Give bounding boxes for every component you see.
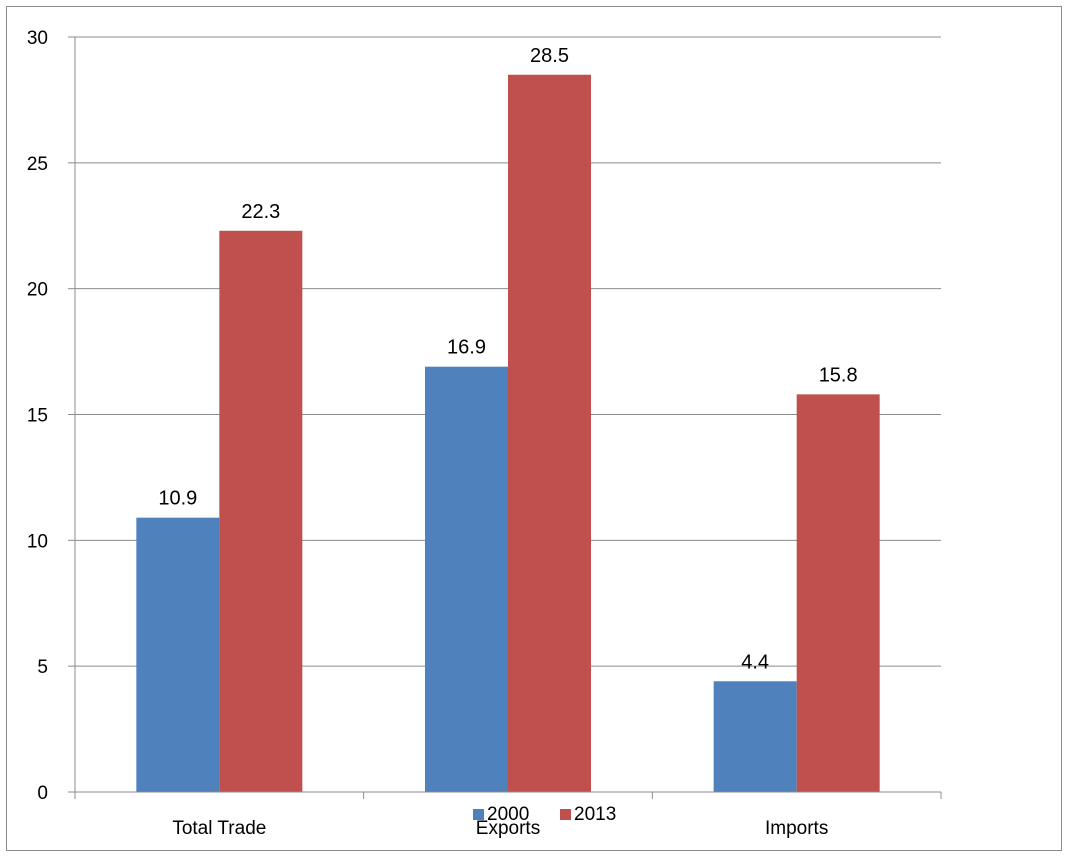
bar-exports-2000: [425, 366, 508, 792]
axes: [74, 37, 941, 793]
y-tick-label: 15: [27, 406, 48, 427]
legend-swatch-2000: [473, 809, 484, 820]
x-tick-label: Exports: [476, 818, 540, 839]
y-axis-ticks: 0 5 10 15 20 25 30: [27, 28, 75, 804]
legend: 2000 2013: [473, 804, 616, 825]
data-label-imports-2000: 4.4: [741, 651, 769, 673]
data-label-exports-2013: 28.5: [530, 45, 569, 67]
bars: [136, 74, 880, 793]
bar-imports-2013: [796, 394, 880, 792]
data-label-total-trade-2013: 22.3: [241, 201, 280, 223]
y-tick-label: 0: [37, 783, 48, 804]
data-labels: 10.9 22.3 16.9 28.5 4.4 15.8: [158, 45, 857, 674]
y-tick-label: 20: [27, 280, 48, 301]
legend-label-2013: 2013: [574, 804, 616, 825]
data-label-exports-2000: 16.9: [447, 337, 486, 359]
x-tick-label: Imports: [765, 818, 828, 839]
y-tick-label: 5: [37, 657, 48, 678]
legend-label-2000: 2000: [487, 804, 529, 825]
data-label-total-trade-2000: 10.9: [158, 488, 197, 510]
bar-exports-2013: [508, 74, 591, 792]
y-tick-label: 25: [27, 154, 48, 175]
legend-swatch-2013: [560, 809, 571, 820]
data-label-imports-2013: 15.8: [819, 364, 858, 386]
x-tick-label: Total Trade: [172, 818, 266, 839]
bar-total-trade-2013: [219, 230, 303, 793]
bar-imports-2000: [713, 681, 797, 792]
y-tick-label: 10: [27, 531, 48, 552]
x-axis-ticks: Total Trade Exports Imports: [74, 792, 942, 839]
bar-total-trade-2000: [136, 517, 220, 792]
y-tick-label: 30: [27, 28, 48, 49]
